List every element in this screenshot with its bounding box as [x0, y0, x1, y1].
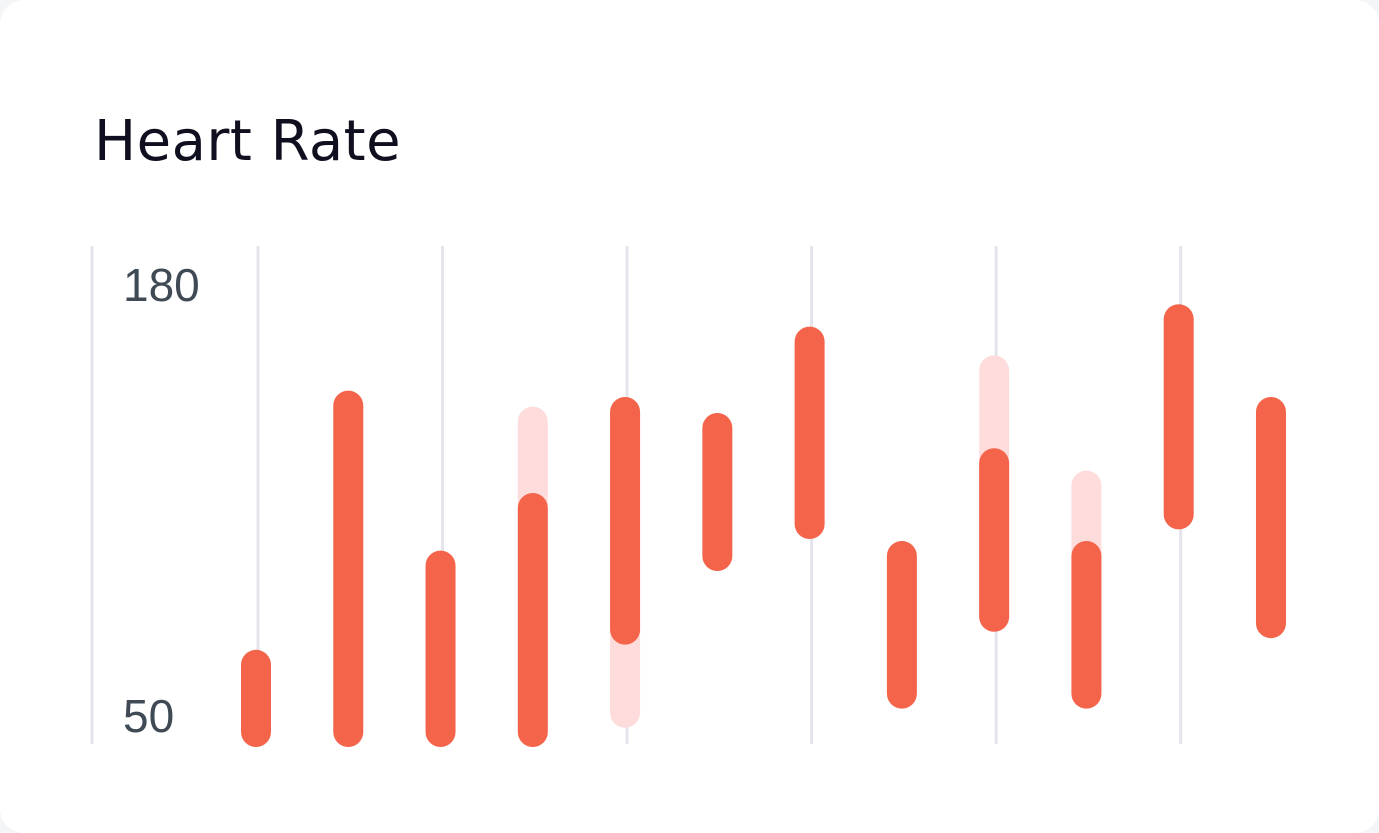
range-bar	[979, 448, 1010, 632]
chart-title: Heart Rate	[94, 109, 402, 174]
range-bar	[610, 397, 641, 645]
range-bars	[241, 304, 1286, 747]
range-bar	[333, 390, 364, 747]
range-bar	[425, 550, 456, 747]
range-bar	[794, 326, 825, 539]
y-tick-label-max: 180	[123, 259, 200, 311]
range-bar	[517, 493, 548, 747]
range-bar	[886, 541, 917, 709]
range-bar	[1163, 304, 1194, 530]
range-bar	[241, 649, 271, 747]
y-tick-label-min: 50	[123, 690, 174, 742]
range-bar	[702, 413, 733, 571]
range-bar	[1255, 397, 1286, 639]
range-bar	[1071, 541, 1102, 709]
